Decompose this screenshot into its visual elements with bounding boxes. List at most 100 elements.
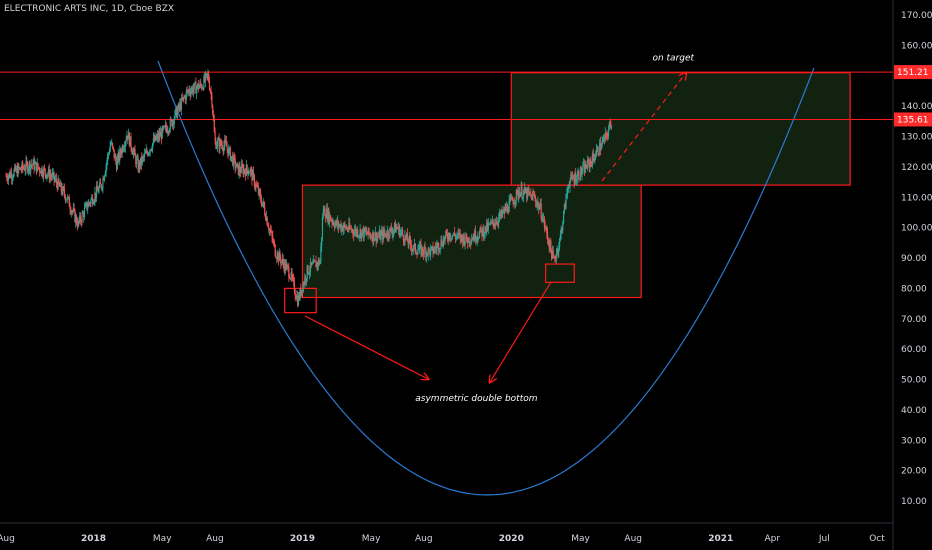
candle-body	[31, 164, 33, 166]
candle-body	[24, 169, 26, 171]
candle-body	[342, 227, 344, 232]
candle-body	[106, 160, 108, 165]
candle-body	[418, 244, 421, 250]
candle-body	[177, 104, 179, 110]
candle-body	[39, 171, 42, 174]
candle-body	[423, 246, 425, 255]
candle-body	[136, 158, 138, 160]
candle-body	[55, 178, 58, 184]
candle-body	[68, 196, 70, 207]
candle-body	[272, 241, 275, 243]
candle-body	[352, 229, 354, 233]
candle-body	[77, 221, 79, 227]
candle-body	[509, 198, 511, 202]
candle-body	[160, 132, 163, 139]
candle-body	[534, 196, 536, 198]
candle-body	[71, 211, 73, 214]
candle-body	[293, 280, 296, 293]
candle-body	[531, 193, 533, 201]
candle-body	[87, 202, 90, 207]
candle-body	[228, 147, 231, 149]
candle-body	[575, 180, 578, 183]
candle-body	[259, 189, 261, 194]
candle-body	[165, 125, 167, 129]
candle-body	[597, 147, 599, 155]
candle-body	[70, 209, 72, 214]
candle-body	[569, 180, 571, 187]
candle-body	[252, 171, 254, 181]
candle-body	[325, 216, 327, 219]
candle-body	[529, 191, 531, 195]
candle-body	[264, 215, 267, 221]
arrow-to-label-left[interactable]	[304, 315, 428, 379]
candle-body	[252, 171, 255, 176]
candle-body	[341, 226, 343, 231]
candle-body	[241, 164, 243, 167]
candle-body	[324, 208, 326, 217]
candle-body	[496, 221, 498, 223]
candle-body	[471, 239, 473, 241]
candle-body	[246, 164, 248, 171]
candle-body	[212, 105, 214, 114]
candle-body	[109, 145, 111, 152]
y-tick-label: 70.00	[901, 315, 927, 325]
candle-body	[459, 233, 461, 240]
zone-box[interactable]	[284, 287, 317, 314]
x-tick-label: Apr	[764, 534, 780, 544]
candle-body	[268, 229, 271, 231]
candle-body	[7, 175, 10, 181]
candle-body	[264, 207, 266, 216]
candle-body	[240, 171, 242, 173]
candle-body	[601, 141, 603, 148]
candle-body	[242, 166, 244, 175]
candle-body	[428, 247, 430, 250]
candle-body	[204, 73, 207, 82]
candle-body	[387, 230, 389, 237]
price-tag-label: 151.21	[897, 68, 929, 78]
candle-body	[337, 221, 340, 228]
candle-body	[58, 179, 60, 184]
candle-body	[280, 258, 282, 264]
candle-body	[46, 175, 48, 178]
x-tick-label: Aug	[206, 534, 224, 544]
candle-body	[297, 295, 299, 306]
candle-body	[15, 167, 18, 171]
candle-body	[112, 146, 114, 150]
candle-body	[541, 218, 543, 221]
candle-body	[158, 133, 160, 139]
candle-body	[76, 223, 78, 227]
candle-body	[348, 222, 350, 230]
candle-body	[111, 142, 114, 147]
candle-body	[553, 256, 555, 258]
candle-body	[537, 202, 539, 204]
candle-body	[441, 239, 443, 246]
cup-parabola[interactable]	[157, 60, 815, 496]
candle-body	[52, 172, 54, 174]
candle-body	[492, 219, 494, 223]
candle-body	[291, 271, 293, 278]
projection-arrow[interactable]	[601, 73, 686, 182]
arrow-to-label-right[interactable]	[490, 281, 552, 382]
candle-body	[48, 169, 50, 180]
candle-body	[596, 147, 598, 150]
candle-body	[258, 189, 260, 195]
candle-body	[518, 192, 521, 197]
candle-body	[255, 184, 257, 188]
candle-body	[383, 230, 385, 234]
candle-body	[223, 145, 225, 151]
candle-body	[14, 165, 16, 171]
candle-body	[355, 228, 357, 234]
y-tick-label: 90.00	[901, 254, 927, 264]
candle-body	[188, 89, 190, 92]
candle-body	[430, 248, 432, 256]
candle-body	[203, 76, 205, 90]
candle-body	[281, 258, 284, 262]
candle-body	[369, 234, 372, 238]
candle-body	[547, 239, 550, 243]
candle-body	[406, 233, 408, 242]
candle-body	[602, 139, 604, 142]
candle-body	[473, 237, 475, 241]
zone-box[interactable]	[510, 72, 851, 186]
zone-box[interactable]	[545, 263, 575, 283]
